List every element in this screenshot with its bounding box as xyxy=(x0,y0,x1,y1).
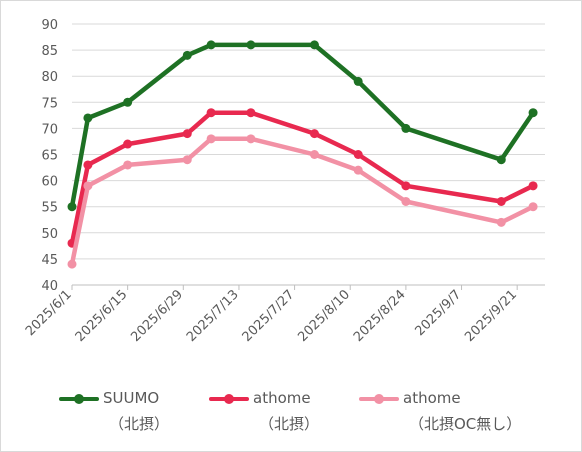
series-1-point xyxy=(496,196,506,206)
series-2-point xyxy=(83,181,93,191)
x-tick-label: 2025/6/29 xyxy=(128,287,186,345)
series-line-1 xyxy=(69,110,536,246)
series-1-point xyxy=(206,108,216,118)
series-0-point xyxy=(496,155,506,165)
x-tick-label: 2025/6/15 xyxy=(73,287,131,345)
legend-item-suumo: SUUMO （北摂） xyxy=(59,389,209,439)
series-line-0 xyxy=(69,42,536,209)
series-2-point xyxy=(182,155,192,165)
series-0-point xyxy=(67,202,77,212)
series-0-point xyxy=(353,76,363,86)
series-1-point xyxy=(83,160,93,170)
series-1-point xyxy=(309,129,319,139)
series-2-point xyxy=(67,259,77,269)
y-tick-label: 75 xyxy=(41,96,58,111)
legend-sublabel-athome: （北摂） xyxy=(259,415,320,433)
legend-sublabel-suumo: （北摂） xyxy=(109,415,170,433)
axis-layer: 40455055606570758085902025/6/12025/6/152… xyxy=(23,18,545,345)
series-2-point xyxy=(496,217,506,227)
series-1-point xyxy=(353,150,363,159)
legend-label-athome-no-oc: athome xyxy=(403,389,461,407)
series-2-point xyxy=(309,150,319,159)
series-0-point xyxy=(401,123,411,133)
chart-legend: SUUMO （北摂） athome （北摂） athome （北摂OC無し） xyxy=(59,389,521,439)
series-1-point xyxy=(528,181,538,191)
series-2-point xyxy=(353,165,363,175)
series-2-point xyxy=(206,134,216,144)
x-tick-label: 2025/7/13 xyxy=(184,287,242,345)
series-line-2 xyxy=(69,136,536,267)
legend-label-suumo: SUUMO xyxy=(103,389,160,407)
legend-item-athome-no-oc: athome （北摂OC無し） xyxy=(359,389,521,439)
y-tick-label: 40 xyxy=(41,279,58,294)
legend-marker-athome-no-oc xyxy=(374,394,384,404)
y-tick-label: 45 xyxy=(41,253,58,268)
x-tick-label: 2025/8/10 xyxy=(295,287,353,345)
series-0-point xyxy=(309,40,319,50)
legend-label-athome: athome xyxy=(253,389,311,407)
series-layer xyxy=(67,40,538,269)
legend-item-athome: athome （北摂） xyxy=(209,389,359,439)
y-tick-label: 70 xyxy=(41,122,58,137)
series-2-point xyxy=(401,196,411,206)
y-tick-label: 55 xyxy=(41,201,58,216)
series-0-point xyxy=(182,50,192,60)
x-tick-label: 2025/8/24 xyxy=(351,287,409,345)
series-1-point xyxy=(246,108,256,118)
legend-marker-athome xyxy=(224,394,234,404)
series-0-point xyxy=(83,113,93,123)
series-0-point xyxy=(528,108,538,118)
x-tick-label: 2025/6/1 xyxy=(23,287,75,339)
series-0-point xyxy=(246,40,256,50)
y-tick-label: 90 xyxy=(41,18,58,33)
series-1-point xyxy=(123,139,133,149)
series-2-point xyxy=(528,202,538,212)
x-tick-label: 2025/9/7 xyxy=(412,287,464,339)
legend-marker-suumo xyxy=(74,394,84,404)
series-2-point xyxy=(246,134,256,144)
y-tick-label: 60 xyxy=(41,175,58,190)
x-tick-label: 2025/9/21 xyxy=(462,287,520,345)
x-tick-label: 2025/7/27 xyxy=(240,287,298,345)
y-tick-label: 50 xyxy=(41,227,58,242)
series-1-point xyxy=(401,181,411,191)
series-0-point xyxy=(123,97,133,107)
y-tick-label: 85 xyxy=(41,44,58,59)
legend-sublabel-athome-no-oc: （北摂OC無し） xyxy=(409,415,522,433)
series-2-point xyxy=(123,160,133,170)
series-1-point xyxy=(182,129,192,139)
series-0-point xyxy=(206,40,216,50)
y-tick-label: 65 xyxy=(41,149,58,164)
y-tick-label: 80 xyxy=(41,70,58,85)
